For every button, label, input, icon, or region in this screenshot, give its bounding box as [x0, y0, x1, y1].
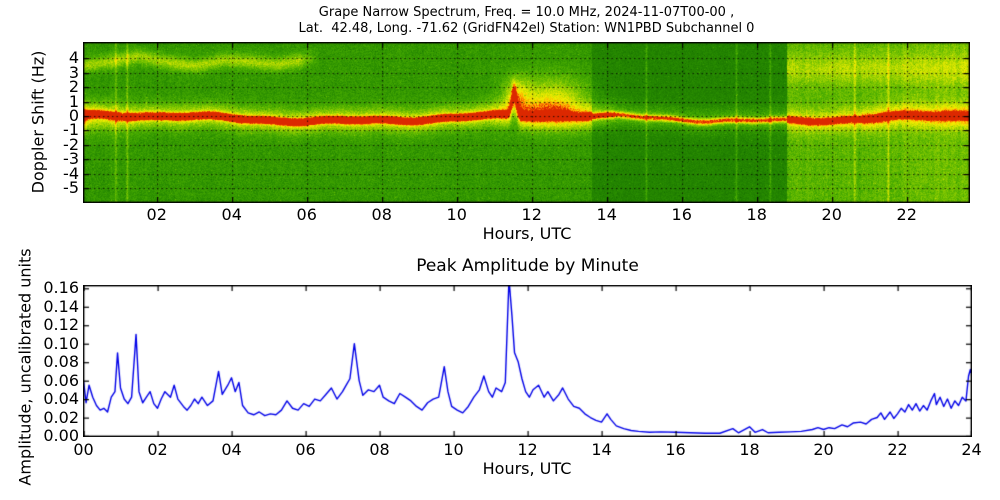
amplitude-plot	[83, 285, 972, 437]
spectrogram-xtick-20: 20	[821, 205, 842, 224]
amplitude-xtick-16: 16	[665, 440, 686, 459]
spectrogram-plot	[83, 42, 970, 203]
amplitude-xtick-08: 08	[369, 440, 390, 459]
amplitude-ytick-0.12: 0.12	[43, 315, 79, 335]
spectrogram-ytick-3: 3	[68, 62, 79, 82]
amplitude-xtick-14: 14	[591, 440, 612, 459]
spectrogram-xtick-04: 04	[221, 205, 242, 224]
amplitude-ytick-0.08: 0.08	[43, 352, 79, 372]
spectrogram-xtick-08: 08	[371, 205, 392, 224]
amplitude-xtick-06: 06	[295, 440, 316, 459]
spectrogram-ytick-4: 4	[68, 48, 79, 68]
amplitude-ytick-0.10: 0.10	[43, 333, 79, 353]
spectrogram-xtick-16: 16	[671, 205, 692, 224]
amplitude-xtick-20: 20	[813, 440, 834, 459]
amplitude-ytick-0.06: 0.06	[43, 370, 79, 390]
amplitude-xtick-02: 02	[147, 440, 168, 459]
amplitude-xtick-18: 18	[739, 440, 760, 459]
spectrogram-ytick--4: -4	[63, 163, 79, 183]
spectrogram-xtick-02: 02	[146, 205, 167, 224]
spectrogram-title-line1: Grape Narrow Spectrum, Freq. = 10.0 MHz,…	[318, 5, 735, 20]
amplitude-ytick-0.16: 0.16	[43, 278, 79, 298]
spectrogram-xlabel: Hours, UTC	[482, 224, 572, 243]
spectrogram-xtick-10: 10	[446, 205, 467, 224]
spectrogram-ytick--2: -2	[63, 134, 79, 154]
spectrogram-ytick-0: 0	[68, 106, 79, 125]
spectrogram-ytick--5: -5	[63, 178, 79, 198]
spectrogram-xtick-18: 18	[746, 205, 767, 224]
amplitude-ytick-0.00: 0.00	[43, 426, 79, 445]
amplitude-xtick-22: 22	[887, 440, 908, 459]
amplitude-ytick-0.04: 0.04	[43, 389, 79, 409]
amplitude-xtick-24: 24	[961, 440, 982, 459]
amplitude-xtick-00: 00	[73, 440, 94, 459]
amplitude-title: Peak Amplitude by Minute	[416, 256, 639, 276]
spectrogram-ytick-2: 2	[68, 77, 79, 97]
spectrogram-ytick-1: 1	[68, 91, 79, 111]
spectrogram-xtick-22: 22	[896, 205, 917, 224]
amplitude-xtick-04: 04	[221, 440, 242, 459]
spectrogram-xtick-06: 06	[296, 205, 317, 224]
spectrogram-title-line2: Lat. 42.48, Long. -71.62 (GridFN42el) St…	[298, 21, 755, 36]
spectrogram-ytick--1: -1	[63, 120, 79, 140]
spectrogram-ytick--3: -3	[63, 149, 79, 169]
amplitude-ytick-0.02: 0.02	[43, 407, 79, 427]
spectrogram-xtick-12: 12	[521, 205, 542, 224]
amplitude-ytick-0.14: 0.14	[43, 296, 79, 316]
amplitude-xlabel: Hours, UTC	[482, 459, 572, 478]
spectrogram-xtick-14: 14	[596, 205, 617, 224]
amplitude-xtick-10: 10	[443, 440, 464, 459]
amplitude-xtick-12: 12	[517, 440, 538, 459]
